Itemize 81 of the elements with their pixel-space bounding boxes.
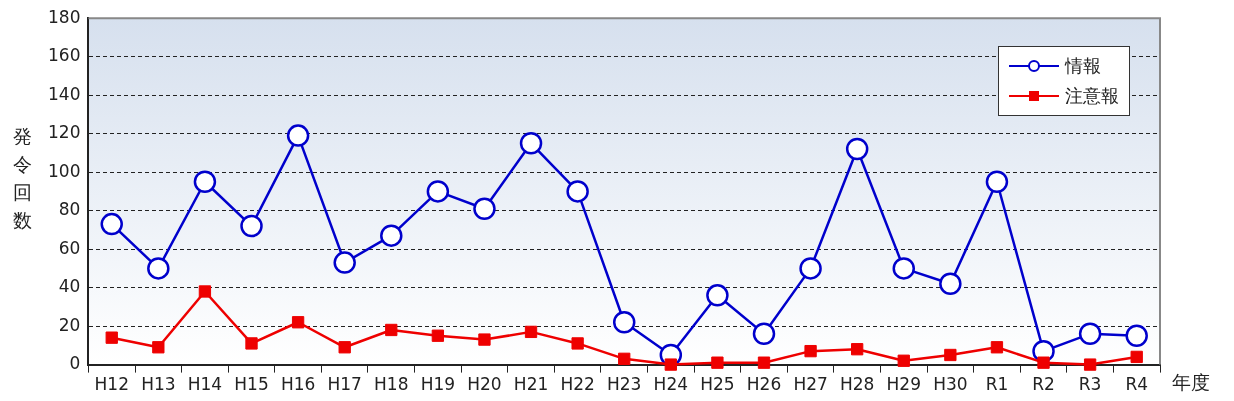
y-tick-label: 80 xyxy=(58,199,81,220)
y-tick-label: 20 xyxy=(58,314,81,335)
y-tick-label: 180 xyxy=(47,6,81,27)
x-tick-label: H20 xyxy=(467,374,502,395)
y-axis-title: 発令回数 xyxy=(11,124,33,233)
y-tick-label: 160 xyxy=(47,45,81,66)
point xyxy=(845,137,869,161)
y-tick-label: 100 xyxy=(47,160,81,181)
x-tick-label: H19 xyxy=(420,374,456,395)
point xyxy=(1078,322,1102,346)
x-tick-label: H18 xyxy=(374,374,409,395)
point xyxy=(985,170,1009,194)
point xyxy=(804,344,817,358)
point xyxy=(1037,356,1050,369)
y-tick-label: 140 xyxy=(47,83,81,104)
x-tick-label: R3 xyxy=(1078,374,1102,395)
x-tick-label: H17 xyxy=(327,374,362,395)
x-tick-label: H24 xyxy=(653,374,689,395)
point xyxy=(291,316,305,329)
point xyxy=(333,251,356,274)
point xyxy=(245,337,258,350)
y-tick-label: 40 xyxy=(58,276,81,297)
y-tick-label: 60 xyxy=(58,237,81,258)
point xyxy=(105,331,118,344)
point xyxy=(524,325,538,339)
point xyxy=(478,333,491,346)
point xyxy=(711,356,724,369)
point xyxy=(1130,350,1143,364)
point xyxy=(426,180,450,203)
legend-label: 注意報 xyxy=(1065,84,1119,109)
point xyxy=(147,257,170,280)
point xyxy=(944,348,957,362)
point xyxy=(473,197,496,220)
point xyxy=(799,257,822,280)
point xyxy=(618,352,631,365)
x-tick-label: R1 xyxy=(985,374,1009,395)
point xyxy=(664,358,677,371)
point xyxy=(193,170,217,194)
x-tick-label: H30 xyxy=(933,374,968,395)
point xyxy=(706,284,729,307)
x-tick-label: H15 xyxy=(234,374,269,395)
point xyxy=(240,214,263,238)
point xyxy=(385,323,398,337)
point xyxy=(566,180,589,203)
point xyxy=(100,212,123,236)
point xyxy=(612,311,636,334)
point xyxy=(380,224,403,247)
x-tick-label: H22 xyxy=(560,374,595,395)
point xyxy=(571,337,584,350)
point xyxy=(939,272,962,296)
x-tick-label: H25 xyxy=(700,374,735,395)
x-tick-label: H14 xyxy=(187,374,223,395)
point xyxy=(990,341,1004,354)
point xyxy=(757,356,771,369)
x-tick-label: H21 xyxy=(513,374,549,395)
x-tick-label: R4 xyxy=(1125,374,1149,395)
y-tick-label: 0 xyxy=(69,353,81,374)
x-tick-label: R2 xyxy=(1032,374,1055,395)
x-tick-label: H13 xyxy=(141,374,176,395)
x-tick-label: H23 xyxy=(607,374,642,395)
x-tick-label: H27 xyxy=(793,374,828,395)
x-tick-label: H16 xyxy=(280,374,316,395)
point xyxy=(286,124,310,147)
point xyxy=(1083,358,1097,371)
point xyxy=(892,257,916,280)
x-axis-title: 年度 xyxy=(1172,370,1210,395)
point xyxy=(152,341,165,354)
point xyxy=(1125,324,1148,347)
x-tick-label: H29 xyxy=(886,374,921,395)
point xyxy=(851,343,864,356)
x-tick-label: H12 xyxy=(94,374,129,395)
legend-label: 情報 xyxy=(1065,54,1101,79)
x-tick-label: H28 xyxy=(839,374,875,395)
point xyxy=(338,341,351,354)
point xyxy=(519,132,543,155)
point xyxy=(752,322,776,346)
point xyxy=(897,354,910,367)
point xyxy=(431,329,445,342)
point xyxy=(198,285,212,298)
y-tick-label: 120 xyxy=(47,122,81,143)
x-tick-label: H26 xyxy=(746,374,782,395)
